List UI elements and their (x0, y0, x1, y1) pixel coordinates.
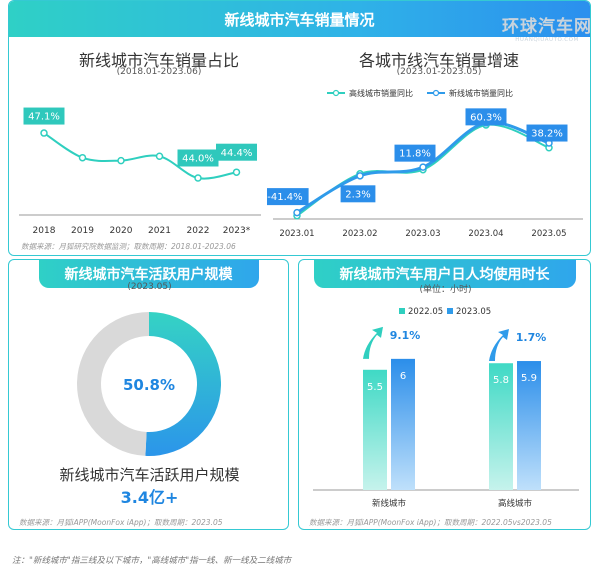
bar-value-label: 5.5 (367, 382, 383, 393)
growth-tick-label: 2023.04 (468, 229, 503, 239)
growth-data-label: -41.4% (267, 192, 302, 203)
growth-arrow-icon (489, 329, 509, 362)
growth-line-chart: 高线城市销量同比 新线城市销量同比 2023.01 2023.02 2023.03 202… (267, 88, 583, 239)
bar-2022.05-新线城市 (363, 369, 387, 490)
growth-legend-marker (432, 89, 440, 97)
sales-overview-panel: 新线城市汽车销量情况 新线城市汽车销量占比 (2018.01-2023.06) … (8, 0, 591, 256)
growth-tick-label: 2023.05 (531, 229, 566, 239)
growth-point-2023.02 (356, 172, 364, 180)
active-users-subtitle: (2023.05) (127, 282, 172, 292)
share-data-label-box (23, 107, 65, 125)
bar-legend-swatch (399, 308, 405, 314)
share-point-2021 (155, 152, 164, 160)
share-chart-subtitle: (2018.01-2023.06) (116, 67, 202, 77)
usage-time-bar-chart: 2022.05 2023.05 5.5 6 新线城市 9.1% 5.8 5.9 高线城市 1.7% (313, 307, 579, 509)
usage-time-header: 新线城市汽车用户日人均使用时长 (313, 260, 576, 288)
growth-point-2023.03 (419, 163, 427, 171)
share-tick-label: 2023* (223, 226, 251, 236)
share-point-2020 (117, 156, 125, 165)
growth-legend-label: 新线城市销量同比 (449, 88, 513, 98)
bar-legend-label: 2023.05 (456, 307, 491, 317)
growth-data-label-box (526, 124, 568, 142)
active-users-title: 新线城市汽车活跃用户规模 (64, 267, 233, 283)
active-users-header: 新线城市汽车活跃用户规模 (38, 260, 259, 288)
watermark-subtext: HUANQIUAUTO.COM (515, 37, 579, 43)
growth-data-label-box (394, 144, 436, 162)
share-tick-label: 2020 (110, 226, 133, 236)
share-point-2018 (40, 129, 48, 137)
bar-growth-label: 1.7% (516, 331, 547, 344)
bar-legend-label: 2022.05 (408, 307, 443, 317)
share-point-2022 (194, 174, 202, 182)
growth-point-2023.01 (293, 208, 301, 217)
share-data-label: 44.4% (221, 148, 253, 159)
bar-2023.05-高线城市 (517, 361, 541, 490)
bar-2023.05-新线城市 (391, 358, 415, 490)
bar-value-label: 5.8 (493, 375, 509, 386)
growth-tick-label: 2023.02 (342, 229, 377, 239)
active-users-donut-chart: 50.8% (77, 312, 222, 456)
watermark-text: 环球汽车网 (502, 17, 592, 37)
bar-growth-label: 9.1% (390, 329, 421, 342)
share-data-label: 47.1% (28, 112, 60, 123)
active-users-caption: 新线城市汽车活跃用户规模 (59, 466, 240, 484)
growth-chart-subtitle: (2023.01-2023.05) (396, 67, 482, 77)
growth-legend-label: 高线城市销量同比 (349, 88, 413, 98)
share-data-label-box (216, 143, 257, 161)
growth-data-label-box (340, 185, 376, 203)
usage-time-source-note: 数据来源：月狐iAPP(MoonFox iApp)；取数周期：2022.05vs… (309, 518, 552, 527)
donut-slice-0 (145, 312, 222, 456)
share-line-chart: 2018 2019 2020 2021 2022 2023* 47.1% 44.0% 44.4% (19, 107, 261, 236)
share-chart-title: 新线城市汽车销量占比 (78, 51, 239, 70)
share-point-2019 (78, 153, 87, 162)
share-point-2023* (232, 168, 241, 176)
share-tick-label: 2018 (33, 226, 56, 236)
bar-legend-swatch (447, 308, 453, 314)
bar-category-label: 高线城市 (498, 498, 533, 509)
bar-2022.05-高线城市 (489, 363, 513, 490)
bar-value-label: 6 (400, 371, 406, 382)
usage-time-panel: 新线城市汽车用户日人均使用时长 (单位：小时) 2022.05 2023.05 5.… (298, 259, 591, 530)
growth-data-label: 11.8% (399, 149, 431, 160)
donut-center-label: 50.8% (123, 376, 175, 394)
panel-header: 新线城市汽车销量情况 (9, 1, 590, 37)
usage-time-subtitle: (单位：小时) (419, 285, 472, 295)
growth-data-label-box (465, 108, 507, 126)
share-tick-label: 2022 (187, 226, 210, 236)
share-source-note: 数据来源：月狐研究院数据监测；取数周期：2018.01-2023.06 (21, 242, 236, 251)
growth-arrow-icon (363, 326, 383, 359)
growth-legend-marker (332, 89, 340, 97)
bar-category-label: 新线城市 (372, 498, 407, 509)
donut-slice-1 (77, 312, 149, 456)
usage-time-title: 新线城市汽车用户日人均使用时长 (339, 267, 550, 283)
watermark-logo: 环球汽车网 HUANQIUAUTO.COM (502, 12, 592, 43)
growth-data-label-box (267, 188, 309, 206)
share-data-label: 44.0% (182, 154, 214, 165)
growth-chart-title: 各城市线汽车销量增速 (358, 51, 519, 70)
growth-tick-label: 2023.03 (405, 229, 440, 239)
share-data-label-box (177, 149, 219, 167)
share-tick-label: 2019 (71, 226, 94, 236)
active-users-panel: 新线城市汽车活跃用户规模 (2023.05) 50.8% 新线城市汽车活跃用户规… (8, 259, 289, 530)
active-users-source-note: 数据来源：月狐iAPP(MoonFox iApp)；取数周期：2023.05 (19, 518, 223, 527)
share-tick-label: 2021 (148, 226, 171, 236)
growth-data-label: 38.2% (531, 129, 563, 140)
footnote: 注："新线城市"指三线及以下城市，"高线城市"指一线、新一线及二线城市 (12, 556, 292, 566)
growth-data-label: 60.3% (470, 112, 502, 123)
panel-title: 新线城市汽车销量情况 (224, 10, 375, 29)
bar-value-label: 5.9 (521, 373, 537, 384)
active-users-value: 3.4亿+ (120, 488, 179, 507)
growth-tick-label: 2023.01 (279, 229, 314, 239)
growth-data-label: 2.3% (345, 189, 370, 200)
